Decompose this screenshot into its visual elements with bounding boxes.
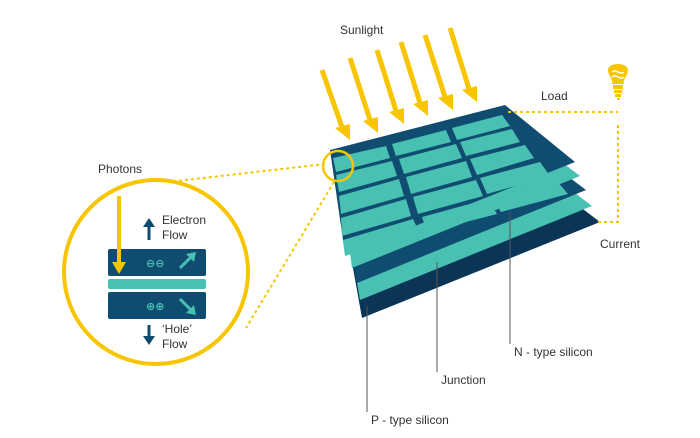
sun-ray-arrow (398, 41, 428, 116)
sun-ray-arrow (347, 57, 378, 133)
circuit-wire (508, 111, 619, 223)
n-type-label: N - type silicon (514, 345, 593, 359)
electron-flow-label-line2: Flow (162, 228, 188, 242)
electron-flow-arrow-icon (178, 252, 196, 270)
zoom-source-ring (321, 149, 355, 183)
leader-lines (366, 212, 511, 412)
sun-ray-arrow (447, 27, 477, 102)
top-cells (333, 115, 568, 256)
junction-label: Junction (441, 373, 486, 387)
lens-junction-layer (108, 279, 206, 289)
photons-label: Photons (98, 162, 142, 176)
p-type-label: P - type silicon (371, 413, 449, 427)
electron-symbols: ⊖⊖ (146, 257, 164, 270)
hole-flow-arrow-icon (178, 297, 196, 315)
hole-flow-label-line1: ‘Hole’ (162, 322, 192, 336)
hole-flow-label-line2: Flow (162, 337, 188, 351)
load-label: Load (541, 89, 568, 103)
sunlight-label: Sunlight (340, 23, 384, 37)
zoom-callout: ⊖⊖ ⊕⊕ (62, 149, 355, 366)
current-label: Current (600, 237, 641, 251)
sun-ray-arrow (374, 49, 404, 124)
electron-flow-label-line1: Electron (162, 213, 206, 227)
light-bulb-icon (608, 64, 628, 100)
sun-ray-arrow (422, 34, 453, 110)
electron-up-arrow (143, 218, 155, 240)
solar-panel (330, 105, 600, 318)
photon-arrow (112, 196, 126, 274)
lens-n-layer (108, 249, 206, 276)
sunlight-rays (319, 27, 477, 140)
hole-symbols: ⊕⊕ (146, 300, 164, 313)
sun-ray-arrow (319, 69, 350, 140)
hole-down-arrow (143, 325, 155, 345)
